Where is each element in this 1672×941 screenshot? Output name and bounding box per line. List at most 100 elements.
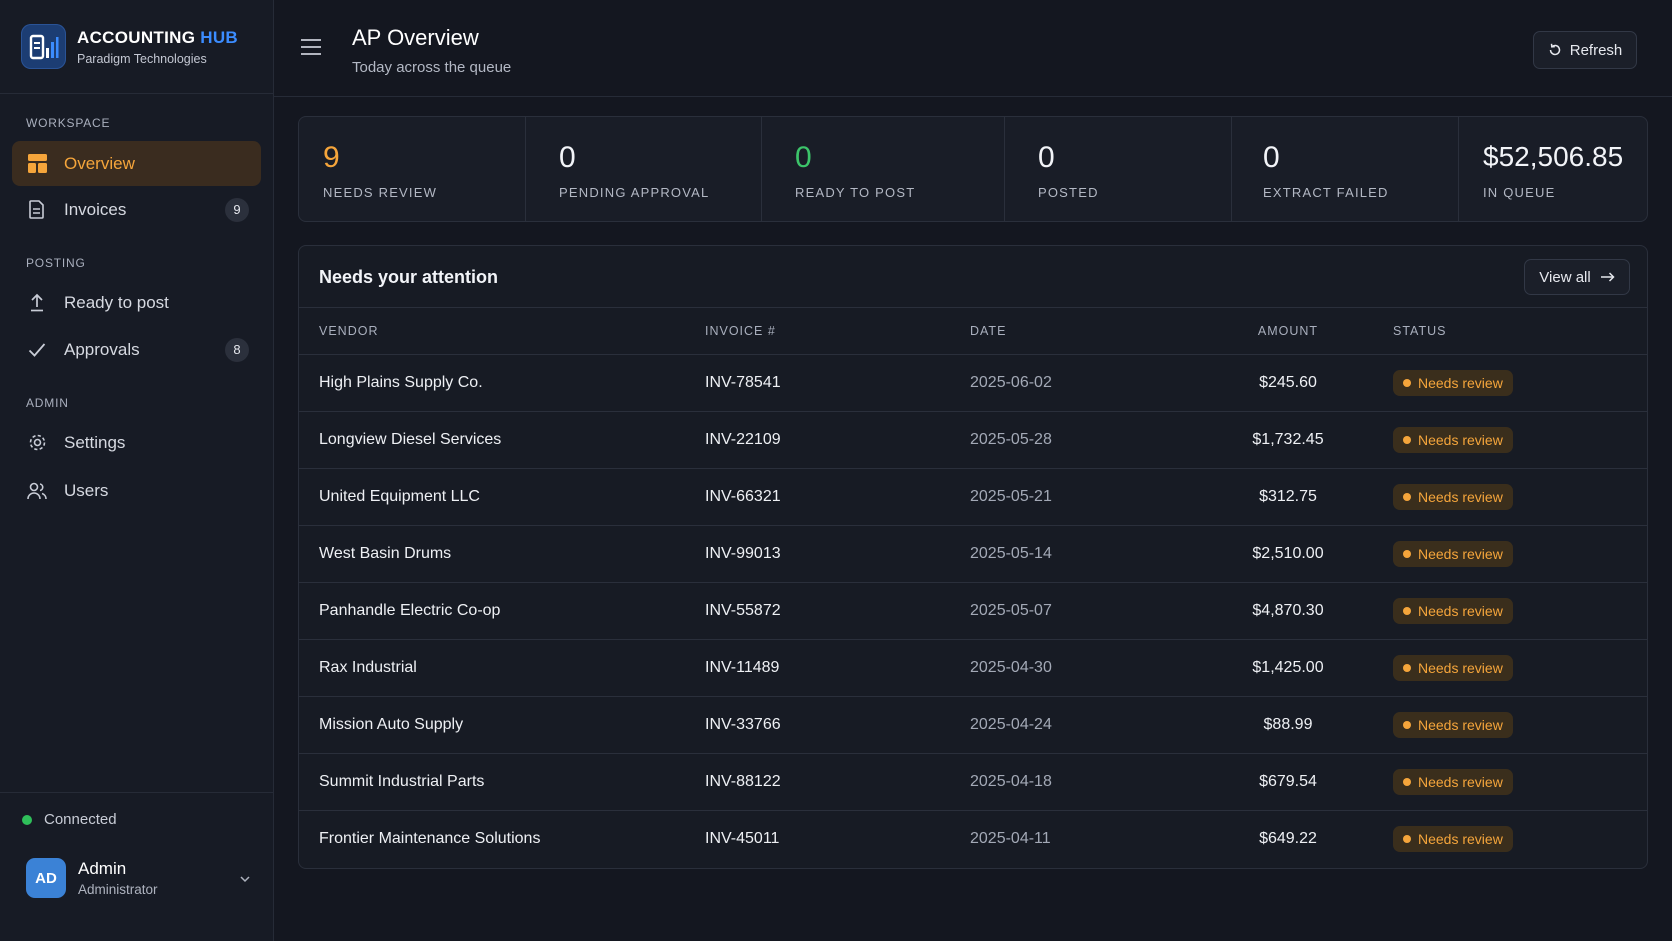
table-header-row: VENDOR INVOICE # DATE AMOUNT STATUS	[299, 308, 1647, 355]
sidebar-footer: Connected AD Admin Administrator	[0, 792, 273, 941]
table-row[interactable]: High Plains Supply Co. INV-78541 2025-06-0…	[299, 354, 1647, 412]
status-badge: Needs review	[1393, 654, 1513, 681]
invoice-cell: INV-99013	[705, 525, 970, 583]
status-label: Needs review	[1418, 716, 1503, 733]
column-header-amount[interactable]: AMOUNT	[1203, 308, 1373, 355]
status-label: Needs review	[1418, 488, 1503, 505]
table-row[interactable]: Longview Diesel Services INV-22109 2025-05…	[299, 411, 1647, 469]
stat-value: 0	[1263, 141, 1280, 174]
table-row[interactable]: Rax Industrial INV-11489 2025-04-30 $1,425.…	[299, 639, 1647, 697]
status-dot-icon	[1403, 435, 1411, 444]
table-row[interactable]: Frontier Maintenance Solutions INV-45011 2…	[299, 810, 1647, 867]
date-cell: 2025-06-02	[970, 354, 1203, 412]
user-menu[interactable]: AD Admin Administrator	[26, 858, 251, 898]
sidebar-item-label: Ready to post	[64, 292, 169, 312]
gear-icon	[27, 433, 47, 453]
page-header: AP Overview Today across the queue Refre…	[274, 0, 1672, 97]
sidebar-item-overview[interactable]: Overview	[12, 141, 261, 186]
status-badge: Needs review	[1393, 768, 1513, 795]
sidebar-item-users[interactable]: Users	[12, 468, 261, 513]
attention-panel: Needs your attention View all VENDOR INV…	[298, 245, 1648, 869]
status-cell: Needs review	[1373, 354, 1647, 412]
status-badge: Needs review	[1393, 483, 1513, 510]
stat-pending-approval[interactable]: 0 PENDING APPROVAL	[526, 117, 762, 221]
vendor-cell: Longview Diesel Services	[299, 411, 705, 469]
panel-title: Needs your attention	[319, 267, 499, 287]
date-cell: 2025-05-07	[970, 582, 1203, 640]
view-all-label: View all	[1539, 268, 1591, 286]
stat-label: IN QUEUE	[1483, 185, 1556, 200]
user-name: Admin	[78, 859, 127, 878]
invoice-cell: INV-78541	[705, 354, 970, 412]
table-row[interactable]: Mission Auto Supply INV-33766 2025-04-24 $8…	[299, 696, 1647, 754]
table-row[interactable]: United Equipment LLC INV-66321 2025-05-21 $…	[299, 468, 1647, 526]
status-label: Needs review	[1418, 545, 1503, 562]
check-icon	[27, 340, 47, 360]
sidebar: ACCOUNTING HUB Paradigm Technologies WOR…	[0, 0, 274, 941]
table-row[interactable]: West Basin Drums INV-99013 2025-05-14 $2,51…	[299, 525, 1647, 583]
refresh-button[interactable]: Refresh	[1533, 31, 1637, 69]
stat-label: NEEDS REVIEW	[323, 185, 438, 200]
status-label: Needs review	[1418, 659, 1503, 676]
vendor-cell: Rax Industrial	[299, 639, 705, 697]
sidebar-item-ready-to-post[interactable]: Ready to post	[12, 280, 261, 325]
column-header-vendor[interactable]: VENDOR	[299, 308, 705, 355]
stat-posted[interactable]: 0 POSTED	[1005, 117, 1232, 221]
brand-name: ACCOUNTING HUB	[77, 27, 238, 47]
status-label: Needs review	[1418, 830, 1503, 847]
status-dot-icon	[1403, 834, 1411, 843]
stat-ready-to-post[interactable]: 0 READY TO POST	[762, 117, 1005, 221]
status-dot-icon	[1403, 663, 1411, 672]
status-dot-icon	[1403, 777, 1411, 786]
avatar: AD	[26, 858, 66, 898]
column-header-status[interactable]: STATUS	[1373, 308, 1647, 355]
view-all-button[interactable]: View all	[1524, 259, 1630, 295]
sidebar-item-settings[interactable]: Settings	[12, 420, 261, 465]
stat-value: 0	[559, 141, 576, 174]
amount-cell: $679.54	[1203, 753, 1373, 811]
status-label: Needs review	[1418, 431, 1503, 448]
status-badge: Needs review	[1393, 711, 1513, 738]
status-cell: Needs review	[1373, 411, 1647, 469]
date-cell: 2025-05-21	[970, 468, 1203, 526]
invoice-cell: INV-11489	[705, 639, 970, 697]
date-cell: 2025-04-18	[970, 753, 1203, 811]
status-dot-icon	[1403, 492, 1411, 501]
stat-value: 0	[795, 141, 812, 174]
amount-cell: $2,510.00	[1203, 525, 1373, 583]
stat-value: 0	[1038, 141, 1055, 174]
column-header-invoice[interactable]: INVOICE #	[705, 308, 970, 355]
status-badge: Needs review	[1393, 369, 1513, 396]
arrow-right-icon	[1600, 272, 1615, 282]
brand[interactable]: ACCOUNTING HUB Paradigm Technologies	[0, 0, 273, 94]
table-row[interactable]: Panhandle Electric Co-op INV-55872 2025-05…	[299, 582, 1647, 640]
sidebar-item-approvals[interactable]: Approvals 8	[12, 327, 261, 372]
stat-needs-review[interactable]: 9 NEEDS REVIEW	[299, 117, 526, 221]
stat-value: 9	[323, 141, 340, 174]
vendor-cell: Panhandle Electric Co-op	[299, 582, 705, 640]
dashboard-icon	[27, 154, 47, 174]
column-header-date[interactable]: DATE	[970, 308, 1203, 355]
date-cell: 2025-04-24	[970, 696, 1203, 754]
status-dot-icon	[1403, 720, 1411, 729]
brand-org: Paradigm Technologies	[77, 51, 207, 66]
sidebar-item-label: Settings	[64, 432, 126, 452]
table-row[interactable]: Summit Industrial Parts INV-88122 2025-04-…	[299, 753, 1647, 811]
page-title: AP Overview	[352, 25, 479, 50]
sidebar-item-invoices[interactable]: Invoices 9	[12, 187, 261, 232]
vendor-cell: United Equipment LLC	[299, 468, 705, 526]
status-dot-icon	[1403, 378, 1411, 387]
stat-in-queue[interactable]: $52,506.85 IN QUEUE	[1459, 117, 1647, 221]
section-label-workspace: WORKSPACE	[26, 116, 111, 130]
stat-label: EXTRACT FAILED	[1263, 185, 1389, 200]
amount-cell: $1,425.00	[1203, 639, 1373, 697]
chevron-down-icon[interactable]	[239, 870, 251, 888]
status-cell: Needs review	[1373, 582, 1647, 640]
attention-table: VENDOR INVOICE # DATE AMOUNT STATUS High…	[299, 308, 1647, 867]
menu-icon[interactable]	[300, 38, 322, 56]
invoice-cell: INV-22109	[705, 411, 970, 469]
invoice-cell: INV-55872	[705, 582, 970, 640]
stat-extract-failed[interactable]: 0 EXTRACT FAILED	[1232, 117, 1459, 221]
status-dot-icon	[22, 814, 32, 825]
status-badge: Needs review	[1393, 597, 1513, 624]
